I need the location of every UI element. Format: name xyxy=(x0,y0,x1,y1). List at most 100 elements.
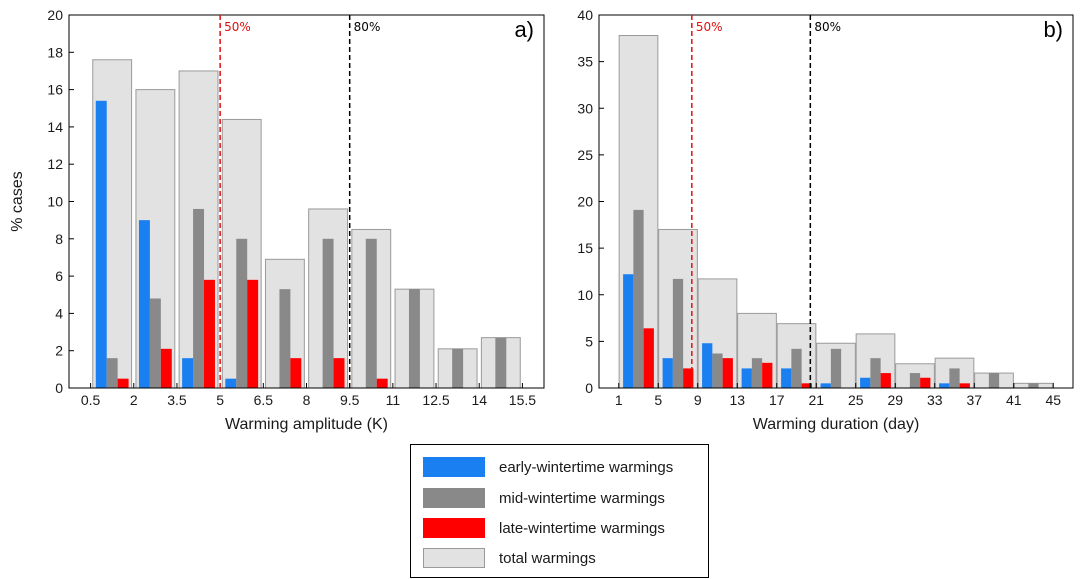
panel-a-amplitude-chart: 0.5 2 3.5 5 6.5 8 9.5 11 12.5 14 15.5 0 2 4 6 8 10 12 14 16… xyxy=(9,7,545,433)
legend-item-late: late-wintertime warmings xyxy=(423,517,665,539)
bar-early xyxy=(623,274,634,388)
vline-label: 50% xyxy=(224,20,251,34)
legend-label-early: early-wintertime warmings xyxy=(499,458,674,476)
x-tick-label: 14 xyxy=(471,392,487,408)
bar-late xyxy=(247,279,259,388)
y-tick-label: 18 xyxy=(47,44,63,60)
y-tick-label: 16 xyxy=(47,82,63,98)
bar-early xyxy=(225,378,237,388)
bar-early xyxy=(702,343,713,388)
legend-label-late: late-wintertime warmings xyxy=(499,519,665,537)
bar-early xyxy=(138,220,150,388)
bar-mid xyxy=(1028,383,1039,388)
bar-early xyxy=(939,383,950,388)
y-tick-label: 0 xyxy=(55,380,63,396)
panel-b-duration-chart: 1 5 9 13 17 21 25 29 33 37 41 45051015202530354050%… xyxy=(577,7,1074,433)
bar-mid xyxy=(495,337,507,388)
bar-late xyxy=(801,383,812,388)
vline-label: 80% xyxy=(354,20,381,34)
x-tick-label: 37 xyxy=(966,392,982,408)
legend-swatch-early xyxy=(423,457,485,477)
y-tick-label: 10 xyxy=(577,287,593,303)
x-tick-label: 6.5 xyxy=(254,392,274,408)
bar-early xyxy=(820,383,831,388)
bar-late xyxy=(117,378,129,388)
bar-mid xyxy=(106,358,118,388)
y-tick-label: 30 xyxy=(577,100,593,116)
bar-mid xyxy=(988,373,1000,388)
bar-late xyxy=(160,348,172,388)
legend-label-mid: mid-wintertime warmings xyxy=(499,489,665,507)
bar-late xyxy=(376,378,388,388)
bar-mid xyxy=(791,348,802,388)
bar-early xyxy=(95,100,107,388)
legend-item-total: total warmings xyxy=(423,547,596,569)
bar-late xyxy=(643,328,654,388)
x-tick-label: 13 xyxy=(729,392,745,408)
bar-mid xyxy=(633,209,644,388)
legend-swatch-late xyxy=(423,518,485,538)
bar-mid xyxy=(909,373,921,388)
panel-label: b) xyxy=(1043,17,1063,42)
bar-mid xyxy=(365,238,377,388)
y-tick-label: 40 xyxy=(577,7,593,23)
y-tick-label: 25 xyxy=(577,147,593,163)
figure: 0.5 2 3.5 5 6.5 8 9.5 11 12.5 14 15.50246810121416… xyxy=(9,7,1074,433)
bar-mid xyxy=(870,358,881,388)
y-tick-label: 4 xyxy=(55,305,63,321)
x-tick-label: 25 xyxy=(848,392,864,408)
bar-mid xyxy=(672,278,684,388)
x-tick-label: 15.5 xyxy=(509,392,536,408)
legend-label-total: total warmings xyxy=(499,549,596,567)
legend-item-mid: mid-wintertime warmings xyxy=(423,487,665,509)
bar-late xyxy=(722,358,733,388)
bar-late xyxy=(333,358,345,388)
x-tick-label: 5 xyxy=(216,392,224,408)
x-tick-label: 9.5 xyxy=(340,392,360,408)
legend-item-early: early-wintertime warmings xyxy=(423,456,673,478)
bar-early xyxy=(182,358,194,388)
bar-mid xyxy=(949,368,960,388)
y-tick-label: 35 xyxy=(577,54,593,70)
y-tick-label: 20 xyxy=(577,194,593,210)
y-tick-label: 14 xyxy=(47,119,63,135)
x-tick-label: 21 xyxy=(808,392,824,408)
x-tick-label: 33 xyxy=(927,392,943,408)
bar-early xyxy=(860,377,871,388)
x-tick-label: 45 xyxy=(1045,392,1061,408)
x-tick-label: 5 xyxy=(654,392,662,408)
bar-late xyxy=(880,373,891,388)
x-tick-label: 8 xyxy=(303,392,311,408)
bar-mid xyxy=(149,298,161,388)
bar-late xyxy=(920,377,931,388)
x-tick-label: 12.5 xyxy=(422,392,449,408)
y-tick-label: 0 xyxy=(585,380,593,396)
bar-mid xyxy=(408,289,420,388)
bar-mid xyxy=(712,353,723,388)
bar-late xyxy=(204,279,215,388)
y-tick-label: 2 xyxy=(55,343,63,359)
y-tick-label: 15 xyxy=(577,240,593,256)
x-tick-label: 29 xyxy=(887,392,903,408)
y-tick-label: 20 xyxy=(47,7,63,23)
bar-late xyxy=(290,358,302,388)
x-tick-label: 17 xyxy=(769,392,785,408)
legend-swatch-total xyxy=(423,548,485,568)
bar-mid xyxy=(193,208,205,388)
bar-mid xyxy=(236,238,248,388)
x-tick-label: 2 xyxy=(130,392,138,408)
legend: early-wintertime warmings mid-wintertime… xyxy=(410,444,709,578)
panel-label: a) xyxy=(514,17,534,42)
x-tick-label: 11 xyxy=(386,392,401,408)
y-tick-label: 12 xyxy=(47,156,63,172)
bar-mid xyxy=(452,348,464,388)
y-axis-label: % cases xyxy=(9,171,26,231)
x-tick-label: 3.5 xyxy=(167,392,187,408)
x-axis-label: Warming amplitude (K) xyxy=(225,416,388,433)
x-tick-label: 1 xyxy=(615,392,623,408)
x-axis-label: Warming duration (day) xyxy=(753,416,920,433)
bar-late xyxy=(762,362,773,388)
bar-early xyxy=(781,368,792,388)
y-tick-label: 6 xyxy=(55,268,63,284)
y-tick-label: 5 xyxy=(585,333,593,349)
